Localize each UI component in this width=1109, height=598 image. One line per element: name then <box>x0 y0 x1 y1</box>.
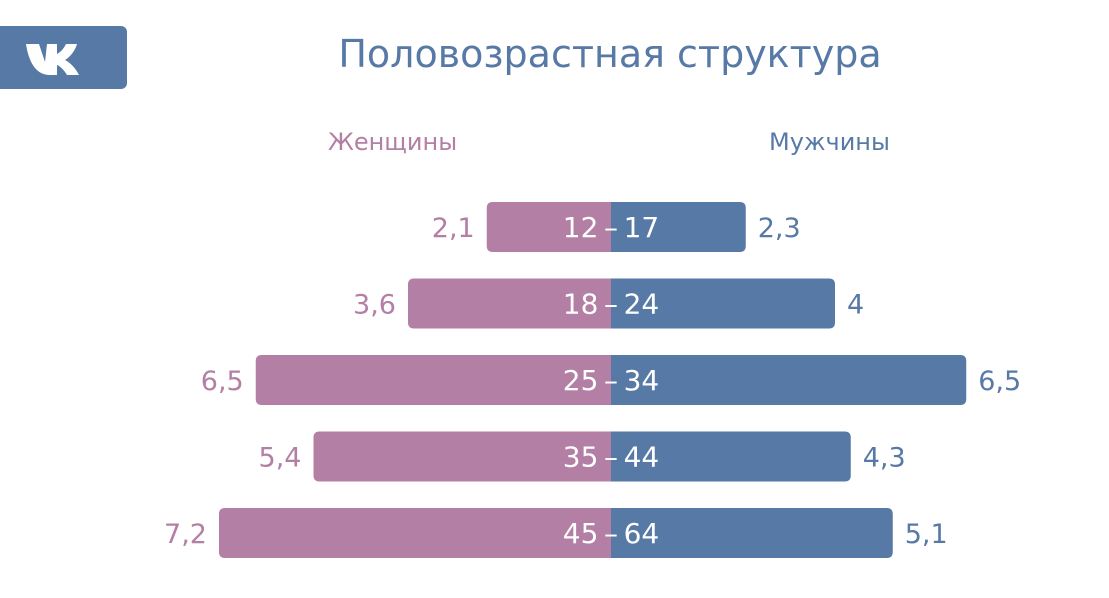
bar-female <box>408 278 611 329</box>
bar-male <box>611 202 746 252</box>
value-label-female: 2,1 <box>432 213 475 244</box>
value-label-male: 2,3 <box>758 213 801 244</box>
bar-female <box>486 202 611 252</box>
bar-male <box>611 278 835 329</box>
age-group-label: 35 – 44 <box>563 441 659 474</box>
vk-logo-icon <box>26 44 79 75</box>
age-group-label: 12 – 17 <box>563 211 659 244</box>
bar-male <box>611 431 851 482</box>
bar-male <box>611 508 893 558</box>
value-label-female: 3,6 <box>353 290 396 321</box>
chart-title: Половозрастная структура <box>338 32 882 76</box>
bar-female <box>255 355 611 405</box>
bar-female <box>313 431 611 482</box>
value-label-male: 6,5 <box>978 366 1021 397</box>
value-label-female: 7,2 <box>164 519 207 550</box>
bar-female <box>219 508 611 558</box>
value-label-female: 5,4 <box>259 443 302 474</box>
value-label-female: 6,5 <box>201 366 244 397</box>
value-label-male: 5,1 <box>905 519 948 550</box>
legend-female: Женщины <box>328 128 458 156</box>
age-group-label: 45 – 64 <box>563 517 659 550</box>
legend-male: Мужчины <box>769 128 890 156</box>
age-group-label: 25 – 34 <box>563 364 659 397</box>
value-label-male: 4 <box>847 290 864 321</box>
vk-logo[interactable] <box>0 26 127 89</box>
value-label-male: 4,3 <box>863 443 906 474</box>
bar-male <box>611 355 967 405</box>
age-group-label: 18 – 24 <box>563 288 659 321</box>
